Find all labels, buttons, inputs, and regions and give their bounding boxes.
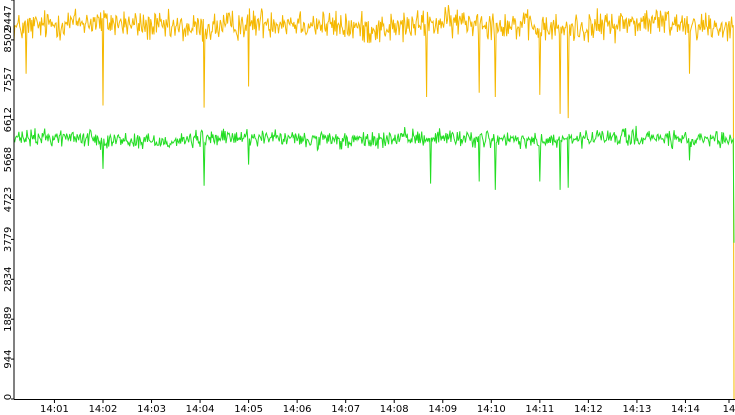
y-tick-label: 0: [3, 394, 14, 400]
y-tick-label: 7557: [3, 67, 14, 92]
y-tick-label: 5668: [3, 147, 14, 172]
x-tick-label: 14:13: [623, 404, 652, 415]
x-tick-label: 14:09: [428, 404, 457, 415]
x-tick-label: 14:02: [89, 404, 118, 415]
y-tick-label: 6612: [3, 107, 14, 132]
y-tick-label: 944: [3, 350, 14, 369]
y-tick-label: 3779: [3, 227, 14, 252]
x-tick-label: 14:14: [671, 404, 700, 415]
x-tick-label: 14:08: [380, 404, 409, 415]
x-tick-label: 14:07: [331, 404, 360, 415]
series-line-2: [13, 125, 735, 243]
plot-area: [13, 5, 735, 400]
y-tick-label: 2834: [3, 267, 14, 292]
axes: 0 944 1889 2834 3779 4723 5668 6612 7557 85029447…: [3, 0, 735, 415]
x-tick-label: 14:04: [186, 404, 215, 415]
x-tick-label: 14:12: [574, 404, 603, 415]
series-line-1: [13, 5, 735, 400]
x-tick-label: 14:10: [477, 404, 506, 415]
x-tick-label: 14:06: [283, 404, 312, 415]
x-tick-label: 14:05: [234, 404, 263, 415]
x-tick-label: 14:01: [40, 404, 69, 415]
x-tick-label: 14: [723, 404, 735, 415]
y-tick-label: 4723: [3, 187, 14, 212]
y-tick-label: 1889: [3, 306, 14, 331]
y-tick-label: 8502: [3, 27, 14, 52]
x-tick-label: 14:03: [137, 404, 166, 415]
x-tick-label: 14:11: [525, 404, 554, 415]
y-tick-label: 9447: [3, 5, 14, 30]
